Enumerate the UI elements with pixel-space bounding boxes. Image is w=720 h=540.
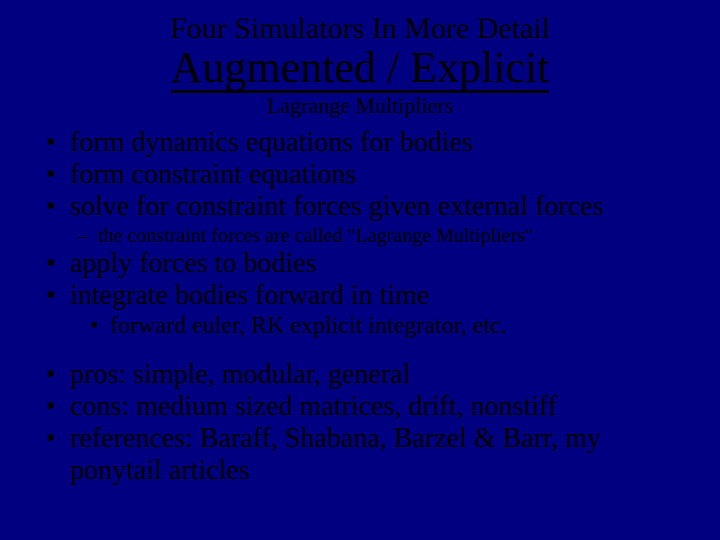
- bullet-group-3: pros: simple, modular, general cons: med…: [30, 359, 690, 488]
- title-line-3: Lagrange Multipliers: [30, 93, 690, 119]
- bullet-pros: pros: simple, modular, general: [46, 359, 690, 391]
- slide: Four Simulators In More Detail Augmented…: [0, 0, 720, 497]
- title-wrap: Augmented / Explicit: [30, 46, 690, 93]
- bullet-5-sub-item: forward euler, RK explicit integrator, e…: [90, 312, 690, 341]
- title-line-2: Augmented / Explicit: [171, 46, 550, 93]
- bullet-1: form dynamics equations for bodies: [46, 127, 690, 159]
- bullet-5-sub: forward euler, RK explicit integrator, e…: [30, 312, 690, 341]
- bullet-5: integrate bodies forward in time: [46, 280, 690, 312]
- bullet-refs: references: Baraff, Shabana, Barzel & Ba…: [46, 423, 690, 487]
- bullet-group-2: apply forces to bodies integrate bodies …: [30, 248, 690, 312]
- bullet-3: solve for constraint forces given extern…: [46, 191, 690, 223]
- title-line-1: Four Simulators In More Detail: [30, 12, 690, 46]
- bullet-group-1: form dynamics equations for bodies form …: [30, 127, 690, 224]
- bullet-2: form constraint equations: [46, 159, 690, 191]
- bullet-cons: cons: medium sized matrices, drift, nons…: [46, 391, 690, 423]
- spacer: [30, 341, 690, 359]
- bullet-3-sub-item: the constraint forces are called "Lagran…: [78, 224, 690, 248]
- bullet-3-sub: the constraint forces are called "Lagran…: [30, 224, 690, 248]
- bullet-4: apply forces to bodies: [46, 248, 690, 280]
